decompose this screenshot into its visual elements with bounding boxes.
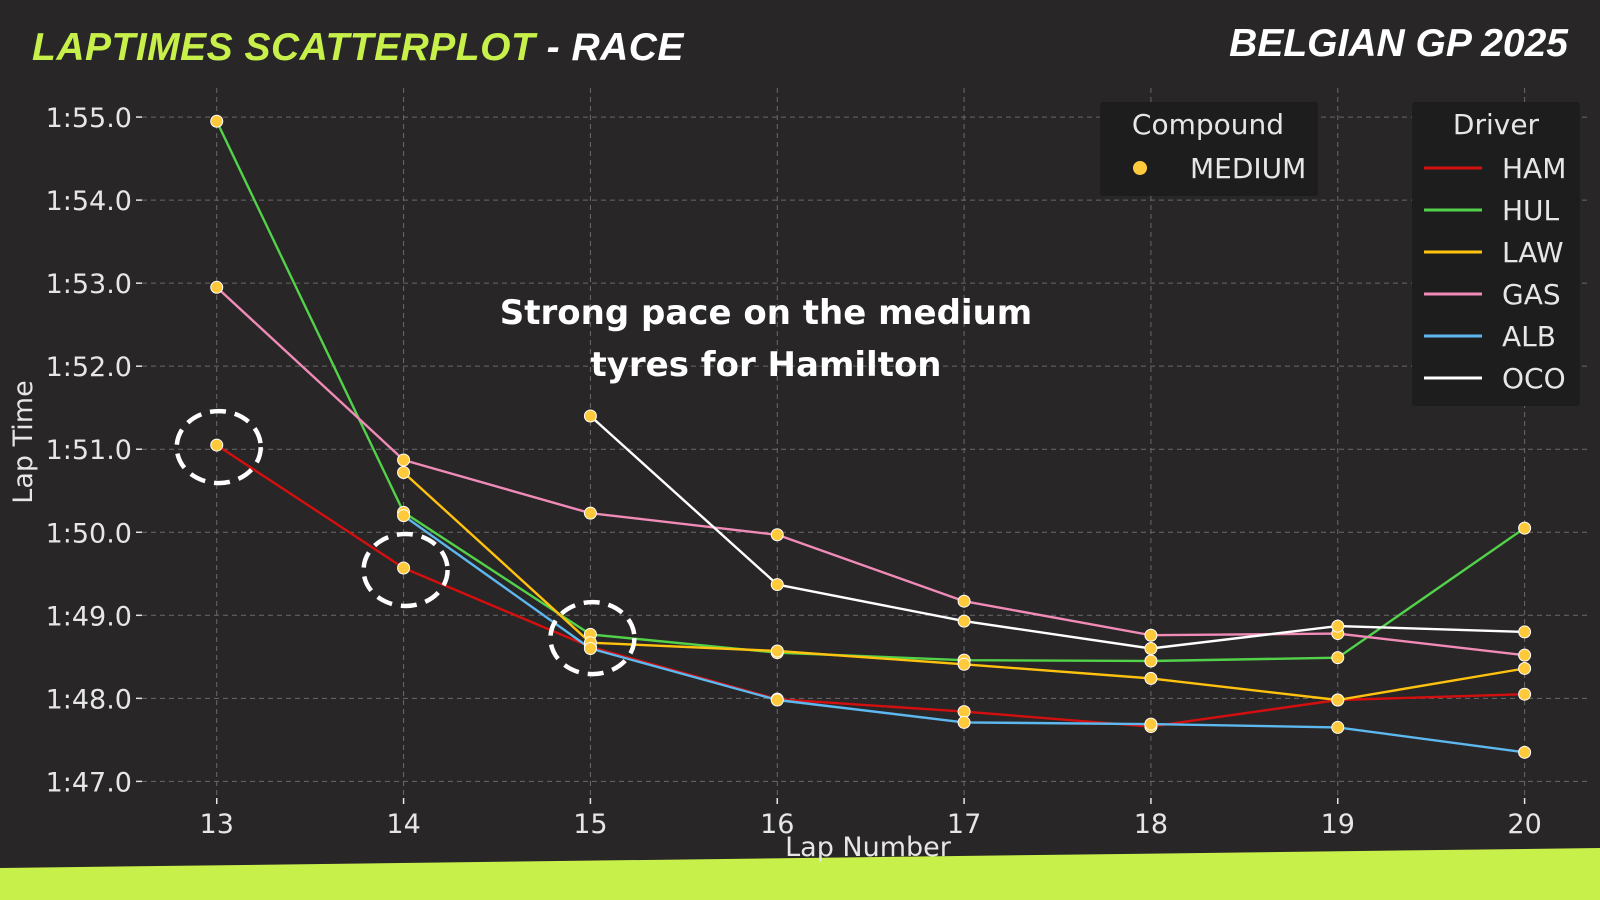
data-point-ham: [397, 561, 411, 575]
compound-legend-marker: [1133, 161, 1147, 175]
y-tick-label: 1:55.0: [46, 103, 132, 134]
data-point-oco: [957, 614, 971, 628]
data-point-oco: [1518, 625, 1532, 639]
y-axis-label: Lap Time: [8, 380, 39, 503]
driver-legend-entries: HAM HUL LAW GAS ALB OCO: [1424, 152, 1566, 395]
y-tick-label: 1:51.0: [46, 435, 132, 466]
data-point-law: [1331, 693, 1345, 707]
data-point-oco: [770, 578, 784, 592]
data-point-gas: [957, 594, 971, 608]
data-point-ham: [957, 705, 971, 719]
series: [210, 114, 1532, 759]
series-line-ham: [216, 444, 1525, 728]
data-point-gas: [397, 453, 411, 467]
data-point-law: [397, 465, 411, 479]
legend-label-oco: OCO: [1502, 362, 1566, 395]
highlights: [174, 408, 637, 677]
y-tick-label: 1:47.0: [46, 767, 132, 798]
legend-label-law: LAW: [1502, 236, 1564, 269]
data-point-law: [1518, 661, 1532, 675]
chart-title: LAPTIMES SCATTERPLOT - RACE: [32, 26, 684, 70]
data-point-gas: [583, 506, 597, 520]
data-point-alb: [583, 642, 597, 656]
data-point-ham: [1518, 687, 1532, 701]
data-point-gas: [1518, 648, 1532, 662]
annotation: Strong pace on the medium tyres for Hami…: [500, 293, 1032, 385]
legend-label-gas: GAS: [1502, 278, 1561, 311]
data-point-alb: [1331, 720, 1345, 734]
highlight-circle: [548, 599, 637, 677]
data-point-law: [1144, 671, 1158, 685]
data-point-oco: [1331, 619, 1345, 633]
accent-stripe: [0, 848, 1600, 900]
data-point-hul: [1518, 521, 1532, 535]
x-tick-label: 17: [947, 809, 981, 840]
title-rest: - RACE: [535, 26, 684, 69]
series-line-hul: [215, 120, 1526, 663]
legend-label-ham: HAM: [1502, 152, 1566, 185]
data-point-law: [957, 657, 971, 671]
x-axis-label: Lap Number: [785, 832, 952, 863]
driver-legend: Driver HAM HUL LAW GAS ALB OCO: [1412, 102, 1580, 406]
highlight-circle: [174, 408, 263, 486]
data-point-hul: [1331, 651, 1345, 665]
y-tick-label: 1:49.0: [46, 601, 132, 632]
title-accent: LAPTIMES SCATTERPLOT: [32, 26, 536, 69]
y-tick-label: 1:50.0: [46, 518, 132, 549]
y-tick-label: 1:48.0: [46, 684, 132, 715]
data-point-hul: [210, 114, 224, 128]
driver-legend-box: [1412, 102, 1580, 406]
compound-legend-box: [1100, 102, 1318, 196]
data-point-gas: [1144, 628, 1158, 642]
data-point-ham: [210, 438, 224, 452]
y-tick-label: 1:53.0: [46, 269, 132, 300]
legend-label-hul: HUL: [1502, 194, 1560, 227]
series-line-oco: [589, 415, 1525, 650]
x-tick-label: 16: [760, 809, 794, 840]
x-tick-label: 20: [1507, 809, 1541, 840]
data-point-alb: [770, 693, 784, 707]
x-tick-label: 13: [200, 809, 234, 840]
x-tick-label: 15: [573, 809, 607, 840]
data-point-hul: [1144, 654, 1158, 668]
series-line-gas: [215, 286, 1525, 657]
grid: [142, 88, 1590, 798]
data-point-oco: [583, 409, 597, 423]
y-tick-label: 1:52.0: [46, 352, 132, 383]
data-point-law: [770, 644, 784, 658]
annotation-line1: Strong pace on the medium: [500, 293, 1032, 333]
data-point-gas: [770, 528, 784, 542]
compound-legend-entry: MEDIUM: [1190, 152, 1306, 185]
data-point-alb: [1518, 745, 1532, 759]
event-title: BELGIAN GP 2025: [1229, 22, 1568, 65]
compound-legend-title: Compound: [1132, 108, 1284, 141]
driver-legend-title: Driver: [1453, 108, 1540, 141]
axes: Lap Number Lap Time 13 14 15 16 17 18 19 20 1:47…: [8, 103, 1542, 863]
y-tick-label: 1:54.0: [46, 186, 132, 217]
x-tick-label: 19: [1321, 809, 1355, 840]
highlight-circle: [361, 531, 450, 609]
x-tick-label: 18: [1134, 809, 1168, 840]
compound-legend: Compound MEDIUM: [1100, 102, 1318, 196]
x-tick-label: 14: [386, 809, 420, 840]
data-point-oco: [1144, 642, 1158, 656]
data-point-alb: [957, 715, 971, 729]
annotation-line2: tyres for Hamilton: [590, 345, 941, 385]
data-point-alb: [397, 509, 411, 523]
data-point-alb: [1144, 717, 1158, 731]
data-point-gas: [210, 280, 224, 294]
legend-label-alb: ALB: [1502, 320, 1556, 353]
